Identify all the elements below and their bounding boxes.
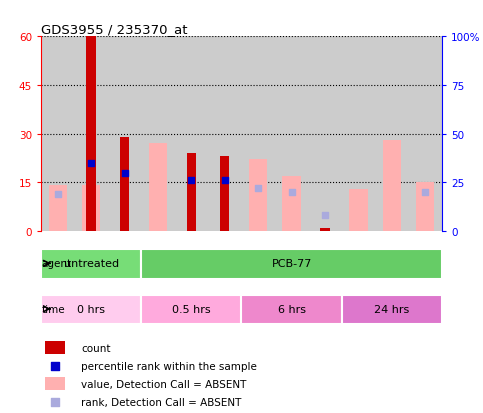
Text: untreated: untreated bbox=[64, 259, 119, 268]
Bar bbox=[320, 228, 330, 231]
Bar bbox=[275, 37, 308, 231]
Text: rank, Detection Call = ABSENT: rank, Detection Call = ABSENT bbox=[81, 397, 242, 407]
Text: 0 hrs: 0 hrs bbox=[77, 304, 105, 314]
Bar bbox=[308, 37, 342, 231]
Bar bbox=[175, 37, 208, 231]
Bar bbox=[45, 342, 65, 354]
Bar bbox=[86, 37, 96, 231]
Bar bbox=[187, 154, 196, 231]
Text: GDS3955 / 235370_at: GDS3955 / 235370_at bbox=[41, 23, 187, 36]
Point bbox=[255, 185, 262, 192]
Bar bbox=[249, 160, 268, 231]
Text: 0.5 hrs: 0.5 hrs bbox=[172, 304, 211, 314]
Bar bbox=[45, 377, 65, 390]
Bar bbox=[342, 295, 442, 325]
Point bbox=[221, 178, 228, 184]
Bar bbox=[409, 37, 442, 231]
Text: time: time bbox=[42, 304, 65, 314]
Text: PCB-77: PCB-77 bbox=[271, 259, 312, 268]
Point bbox=[54, 191, 62, 198]
Bar bbox=[283, 176, 301, 231]
Bar bbox=[41, 249, 142, 279]
Text: count: count bbox=[81, 343, 111, 353]
Bar bbox=[82, 186, 100, 231]
Bar bbox=[142, 295, 242, 325]
Text: 6 hrs: 6 hrs bbox=[278, 304, 306, 314]
Text: value, Detection Call = ABSENT: value, Detection Call = ABSENT bbox=[81, 379, 246, 389]
Point bbox=[421, 189, 429, 196]
Bar bbox=[375, 37, 409, 231]
Bar bbox=[220, 157, 229, 231]
Bar bbox=[142, 37, 175, 231]
Bar bbox=[383, 141, 401, 231]
Bar bbox=[120, 138, 129, 231]
Bar bbox=[342, 37, 375, 231]
Bar bbox=[349, 189, 368, 231]
Bar bbox=[49, 186, 67, 231]
Bar bbox=[41, 37, 74, 231]
Text: 24 hrs: 24 hrs bbox=[374, 304, 410, 314]
Text: percentile rank within the sample: percentile rank within the sample bbox=[81, 361, 257, 371]
Bar bbox=[41, 295, 142, 325]
Bar bbox=[242, 37, 275, 231]
Point bbox=[187, 178, 195, 184]
Point bbox=[87, 160, 95, 166]
Point bbox=[321, 212, 329, 219]
Point bbox=[51, 363, 59, 369]
Bar bbox=[149, 144, 167, 231]
Bar bbox=[416, 183, 434, 231]
Point bbox=[51, 399, 59, 405]
Bar bbox=[142, 249, 442, 279]
Bar bbox=[74, 37, 108, 231]
Bar bbox=[242, 295, 342, 325]
Point bbox=[288, 189, 296, 196]
Bar bbox=[108, 37, 142, 231]
Point bbox=[121, 171, 128, 177]
Text: agent: agent bbox=[42, 259, 72, 268]
Bar bbox=[208, 37, 242, 231]
